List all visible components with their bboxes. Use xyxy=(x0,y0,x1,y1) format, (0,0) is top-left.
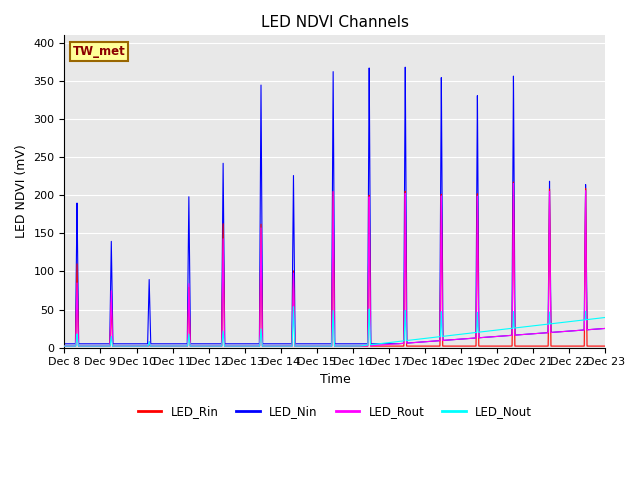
Y-axis label: LED NDVI (mV): LED NDVI (mV) xyxy=(15,144,28,239)
Legend: LED_Rin, LED_Nin, LED_Rout, LED_Nout: LED_Rin, LED_Nin, LED_Rout, LED_Nout xyxy=(133,400,537,423)
Title: LED NDVI Channels: LED NDVI Channels xyxy=(261,15,409,30)
Text: TW_met: TW_met xyxy=(72,45,125,58)
X-axis label: Time: Time xyxy=(319,373,350,386)
